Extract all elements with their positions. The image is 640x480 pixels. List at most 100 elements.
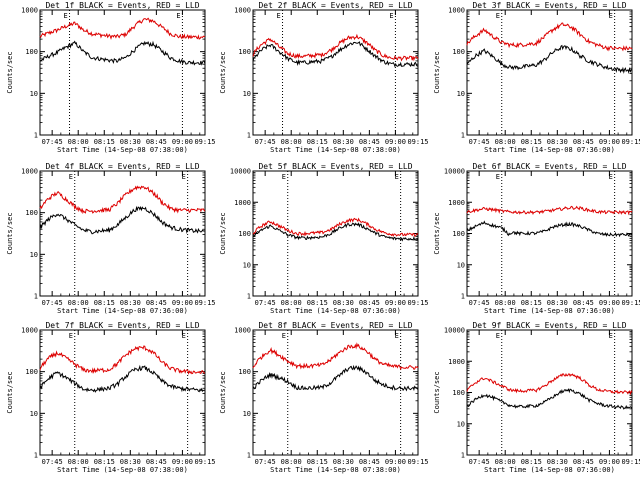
x-axis-title: Start Time (14-Sep-08 07:38:00) xyxy=(270,146,401,154)
y-tick-label: 10 xyxy=(30,410,38,418)
panel-3: Det 3f BLACK = Events, RED = LLD 1 10 100 10… xyxy=(433,1,640,154)
event-marker-label: E xyxy=(282,332,286,340)
y-tick-label: 100 xyxy=(238,368,251,376)
panel-6: Det 6f BLACK = Events, RED = LLD 1 10 100 10… xyxy=(433,162,640,315)
y-axis-title: Counts/sec xyxy=(433,371,441,413)
y-tick-label: 100 xyxy=(25,48,38,56)
y-tick-label: 1000 xyxy=(21,168,38,176)
y-tick-label: 1000 xyxy=(448,7,465,15)
x-tick-label: 08:15 xyxy=(94,138,115,146)
x-tick-label: 09:15 xyxy=(407,299,428,307)
series-line-lld xyxy=(466,372,633,396)
y-tick-label: 10 xyxy=(457,420,465,428)
y-axis-title: Counts/sec xyxy=(433,212,441,254)
y-tick-label: 10 xyxy=(30,251,38,259)
y-axis-title: Counts/sec xyxy=(219,51,227,93)
y-tick-label: 1000 xyxy=(21,7,38,15)
y-tick-label: 100 xyxy=(25,209,38,217)
series-line-lld xyxy=(39,185,206,215)
x-tick-label: 09:00 xyxy=(599,299,620,307)
x-tick-label: 08:00 xyxy=(495,458,516,466)
y-tick-label: 1 xyxy=(461,132,465,140)
series-line-lld xyxy=(39,345,205,375)
event-marker-label: E xyxy=(277,12,281,20)
y-tick-label: 100 xyxy=(25,368,38,376)
event-marker-label: E xyxy=(395,332,399,340)
series-line-events xyxy=(39,40,206,66)
plot-frame xyxy=(252,329,419,456)
event-marker-label: E xyxy=(609,173,613,181)
y-tick-label: 1 xyxy=(247,132,251,140)
y-tick-label: 10000 xyxy=(444,168,465,176)
x-tick-label: 08:00 xyxy=(68,299,89,307)
y-tick-label: 1 xyxy=(461,452,465,460)
event-marker-label: E xyxy=(64,12,68,20)
x-tick-label: 08:30 xyxy=(547,458,568,466)
y-axis-title: Counts/sec xyxy=(6,371,14,413)
x-tick-label: 09:00 xyxy=(172,458,193,466)
event-marker-label: E xyxy=(496,173,500,181)
y-tick-label: 1 xyxy=(34,293,38,301)
y-tick-label: 100 xyxy=(238,230,251,238)
x-tick-label: 08:30 xyxy=(333,299,354,307)
plot-frame xyxy=(39,329,206,456)
x-tick-label: 09:00 xyxy=(599,458,620,466)
x-axis-title: Start Time (14-Sep-08 07:36:00) xyxy=(270,307,401,315)
x-tick-label: 08:45 xyxy=(359,299,380,307)
x-axis-title: Start Time (14-Sep-08 07:36:00) xyxy=(57,307,188,315)
x-tick-label: 09:15 xyxy=(621,138,640,146)
y-tick-label: 1 xyxy=(461,293,465,301)
series-line-events xyxy=(39,205,205,235)
x-tick-label: 08:00 xyxy=(68,458,89,466)
x-tick-label: 07:45 xyxy=(255,299,276,307)
event-marker-label: E xyxy=(69,332,73,340)
series-line-lld xyxy=(252,342,419,371)
x-tick-label: 08:45 xyxy=(146,299,167,307)
y-tick-label: 1 xyxy=(247,452,251,460)
event-marker-label: E xyxy=(182,173,186,181)
plot-frame xyxy=(466,9,633,136)
series-line-events xyxy=(466,388,633,410)
y-tick-label: 10 xyxy=(243,90,251,98)
series-line-lld xyxy=(252,33,419,62)
panel-2: Det 2f BLACK = Events, RED = LLD 1 10 100 10… xyxy=(219,1,429,154)
x-axis-title: Start Time (14-Sep-08 07:38:00) xyxy=(270,466,401,474)
x-tick-label: 08:15 xyxy=(307,138,328,146)
x-tick-label: 08:45 xyxy=(146,138,167,146)
y-tick-label: 1000 xyxy=(21,327,38,335)
y-tick-label: 10 xyxy=(457,90,465,98)
event-marker-label: E xyxy=(389,12,393,20)
x-tick-label: 08:00 xyxy=(281,299,302,307)
y-tick-label: 100 xyxy=(452,48,465,56)
x-tick-label: 08:00 xyxy=(281,138,302,146)
x-axis-title: Start Time (14-Sep-08 07:38:00) xyxy=(57,466,188,474)
series-line-events xyxy=(39,364,206,393)
x-tick-label: 09:15 xyxy=(194,458,215,466)
series-line-events xyxy=(252,222,419,242)
y-axis-title: Counts/sec xyxy=(433,51,441,93)
x-tick-label: 08:45 xyxy=(359,458,380,466)
plot-frame xyxy=(252,170,419,297)
event-marker-label: E xyxy=(282,173,286,181)
x-tick-label: 08:30 xyxy=(333,458,354,466)
y-tick-label: 1000 xyxy=(448,358,465,366)
x-tick-label: 08:45 xyxy=(146,458,167,466)
y-tick-label: 10000 xyxy=(444,327,465,335)
x-tick-label: 09:00 xyxy=(599,138,620,146)
x-tick-label: 08:30 xyxy=(120,458,141,466)
panel-8: Det 8f BLACK = Events, RED = LLD 1 10 100 10… xyxy=(219,321,429,474)
x-tick-label: 09:00 xyxy=(172,299,193,307)
y-tick-label: 1000 xyxy=(234,7,251,15)
x-tick-label: 09:15 xyxy=(621,299,640,307)
x-tick-label: 07:45 xyxy=(42,458,63,466)
chart-title: Det 2f BLACK = Events, RED = LLD xyxy=(258,1,412,10)
panel-9: Det 9f BLACK = Events, RED = LLD 1 10 100 10… xyxy=(433,321,640,474)
chart-title: Det 1f BLACK = Events, RED = LLD xyxy=(45,1,199,10)
x-tick-label: 08:15 xyxy=(521,138,542,146)
series-line-lld xyxy=(39,17,206,40)
y-tick-label: 1 xyxy=(247,293,251,301)
x-tick-label: 08:45 xyxy=(359,138,380,146)
event-marker-label: E xyxy=(395,173,399,181)
x-tick-label: 08:15 xyxy=(94,458,115,466)
